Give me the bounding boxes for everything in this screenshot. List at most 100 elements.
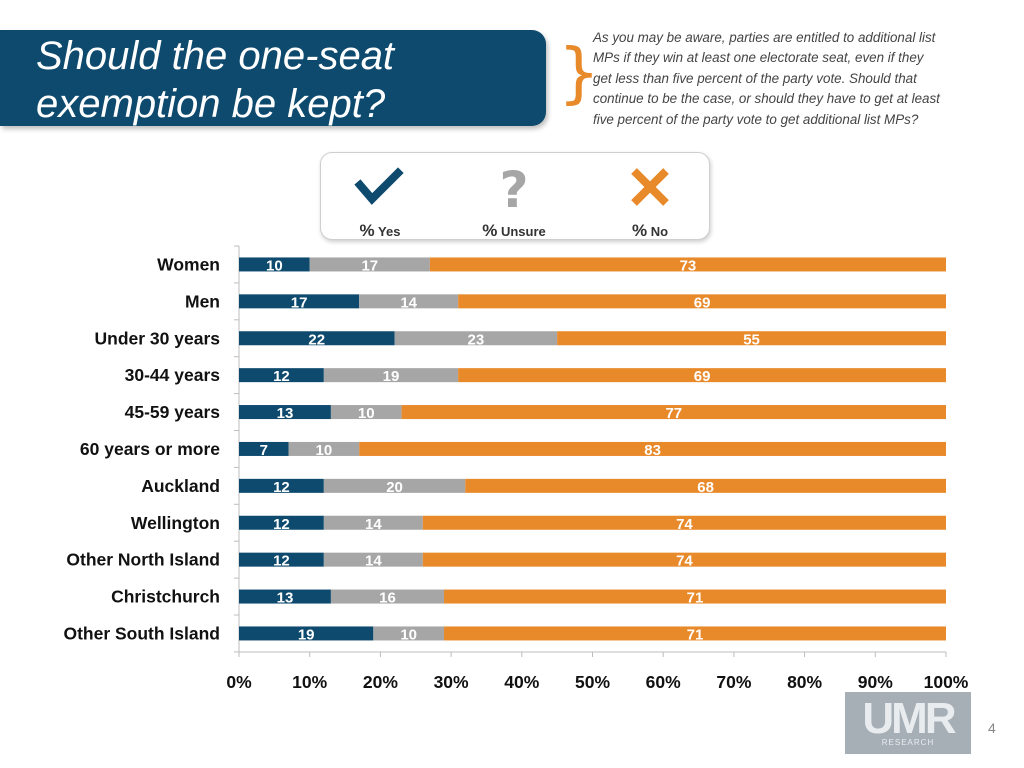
category-label: Women xyxy=(157,254,220,274)
data-label: 69 xyxy=(694,368,711,385)
data-label: 10 xyxy=(400,626,417,643)
bar-segment-no xyxy=(465,478,946,493)
data-label: 13 xyxy=(277,590,294,607)
bar-segment-yes xyxy=(239,478,324,493)
x-tick-label: 80% xyxy=(787,672,822,692)
data-label: 22 xyxy=(308,331,325,348)
data-label: 12 xyxy=(273,553,290,570)
category-label: Men xyxy=(185,291,220,311)
data-label: 68 xyxy=(697,479,714,496)
bar-segment-unsure xyxy=(323,515,423,530)
bar-segment-yes xyxy=(239,626,374,641)
bar-segment-unsure xyxy=(309,257,430,272)
bar-segment-no xyxy=(422,552,946,567)
data-label: 69 xyxy=(694,294,711,311)
page-number: 4 xyxy=(988,720,996,736)
data-label: 71 xyxy=(687,626,704,643)
data-label: 73 xyxy=(680,257,697,274)
data-label: 14 xyxy=(365,516,382,533)
title-line-2: exemption be kept? xyxy=(36,82,386,126)
category-label: 60 years or more xyxy=(80,439,220,459)
bar-segment-no xyxy=(401,405,946,420)
x-tick-label: 20% xyxy=(363,672,398,692)
x-tick-label: 0% xyxy=(226,672,252,692)
category-label: Other South Island xyxy=(63,623,220,643)
x-tick-label: 50% xyxy=(575,672,610,692)
data-label: 10 xyxy=(358,405,375,422)
bar-segment-yes xyxy=(239,368,324,383)
data-label: 10 xyxy=(315,442,332,459)
data-label: 19 xyxy=(298,626,315,643)
legend: % Yes ? % Unsure % No xyxy=(320,152,710,240)
legend-label-unsure: Unsure xyxy=(500,224,546,239)
bar-segment-yes xyxy=(239,257,310,272)
bar-segment-no xyxy=(429,257,946,272)
bar-segment-no xyxy=(444,626,946,641)
bar-segment-unsure xyxy=(373,626,445,641)
note-line: continue to be the case, or should they … xyxy=(593,91,940,107)
note-line: five percent of the party vote to get ad… xyxy=(593,111,919,127)
bar-segment-unsure xyxy=(323,368,459,383)
data-label: 17 xyxy=(291,294,308,311)
legend-pct: % xyxy=(359,221,375,240)
legend-label-no: No xyxy=(650,224,669,239)
data-label: 23 xyxy=(468,331,485,348)
logo-text: UMR xyxy=(862,694,956,743)
bar-segment-no xyxy=(557,331,946,346)
bar-segment-no xyxy=(359,441,946,456)
data-label: 19 xyxy=(383,368,400,385)
category-label: 30-44 years xyxy=(125,365,221,385)
data-label: 74 xyxy=(676,553,693,570)
logo-subtext: RESEARCH xyxy=(881,738,935,747)
bar-segment-unsure xyxy=(288,441,360,456)
category-label: Auckland xyxy=(141,476,220,496)
data-label: 13 xyxy=(277,405,294,422)
data-label: 12 xyxy=(273,516,290,533)
data-label: 71 xyxy=(687,590,704,607)
bar-segment-unsure xyxy=(330,405,402,420)
data-label: 7 xyxy=(260,442,268,459)
note-line: get less than five percent of the party … xyxy=(593,70,917,86)
bar-segment-yes xyxy=(239,552,324,567)
bar-segment-unsure xyxy=(330,589,445,604)
bar-segment-yes xyxy=(239,294,360,309)
legend-item-no: % No xyxy=(590,165,710,240)
legend-pct: % xyxy=(482,221,498,240)
x-tick-label: 40% xyxy=(504,672,539,692)
x-tick-label: 60% xyxy=(646,672,681,692)
x-tick-label: 100% xyxy=(924,672,969,692)
data-label: 16 xyxy=(379,590,396,607)
x-tick-label: 90% xyxy=(858,672,893,692)
question-note: As you may be aware, parties are entitle… xyxy=(593,28,1005,130)
x-tick-label: 70% xyxy=(716,672,751,692)
x-tick-label: 30% xyxy=(434,672,469,692)
bar-segment-unsure xyxy=(323,478,466,493)
bar-segment-no xyxy=(422,515,946,530)
bar-segment-yes xyxy=(239,515,324,530)
legend-label-yes: Yes xyxy=(378,224,401,239)
bar-segment-unsure xyxy=(359,294,459,309)
cross-icon xyxy=(631,168,669,206)
legend-item-yes: % Yes xyxy=(320,165,440,240)
bar-segment-yes xyxy=(239,589,331,604)
category-label: Under 30 years xyxy=(95,328,221,348)
x-tick-label: 10% xyxy=(292,672,327,692)
data-label: 12 xyxy=(273,479,290,496)
check-icon xyxy=(354,167,404,205)
category-label: Christchurch xyxy=(111,587,220,607)
category-label: 45-59 years xyxy=(125,402,221,422)
category-label: Other North Island xyxy=(66,550,220,570)
data-label: 17 xyxy=(361,257,378,274)
legend-pct: % xyxy=(631,221,648,240)
data-label: 74 xyxy=(676,516,693,533)
data-label: 20 xyxy=(386,479,403,496)
data-label: 10 xyxy=(266,257,283,274)
category-label: Wellington xyxy=(131,513,220,533)
bar-segment-no xyxy=(444,589,946,604)
data-label: 14 xyxy=(365,553,382,570)
bar-segment-unsure xyxy=(323,552,423,567)
data-label: 12 xyxy=(273,368,290,385)
bar-segment-yes xyxy=(239,441,289,456)
legend-item-unsure: ? % Unsure xyxy=(454,161,574,240)
